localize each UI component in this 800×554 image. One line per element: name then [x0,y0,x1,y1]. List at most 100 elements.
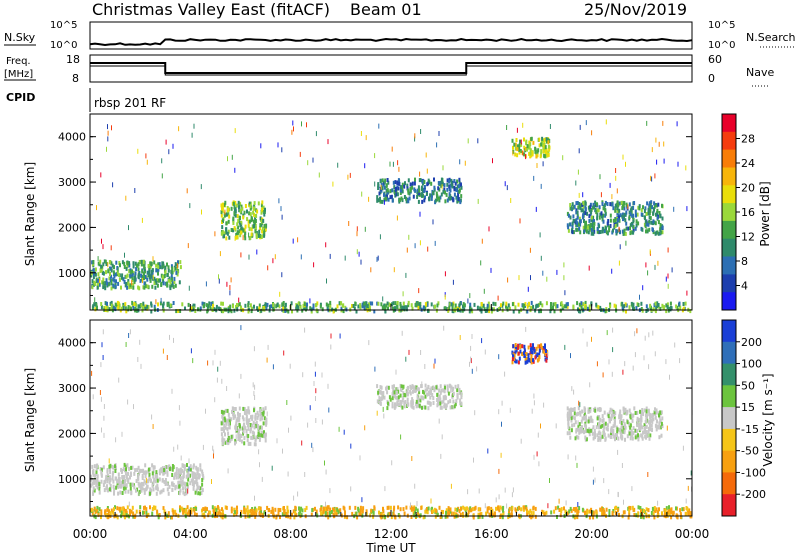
range-cell [131,280,133,286]
range-cell [456,507,459,512]
sparse-cells [94,119,688,305]
range-cell [534,506,537,511]
range-cell [252,420,255,425]
range-cell [259,433,262,437]
range-cell [520,139,522,145]
range-cell [601,423,604,428]
range-cell [245,420,248,425]
range-cell [96,505,99,510]
range-cell [616,433,618,438]
range-cell [685,165,687,171]
range-cell [292,238,294,244]
range-cell [518,356,521,361]
range-cell [606,423,609,428]
range-cell [645,512,648,517]
range-cell [623,201,626,206]
range-cell [260,222,263,227]
range-cell [253,219,255,224]
range-cell [155,268,158,273]
range-cell [483,288,485,294]
range-cell [613,434,616,439]
range-cell [248,232,250,238]
range-cell [549,309,552,314]
range-cell [244,231,247,236]
range-cell [589,382,591,388]
range-cell [599,424,602,429]
range-cell [246,438,249,443]
range-cell [571,202,574,207]
range-cell [148,270,151,275]
range-cell [332,512,335,517]
range-cell [449,183,452,188]
range-cell [511,357,514,362]
range-cell [417,400,419,405]
range-cell [96,278,99,283]
range-cell [92,275,95,280]
range-cell [579,206,582,210]
range-cell [655,507,658,512]
range-cell [578,216,581,221]
range-cell [205,281,207,287]
range-cell [143,490,146,495]
range-cell [168,464,171,469]
range-cell [633,512,636,517]
range-cell [526,511,529,516]
range-cell [387,512,390,517]
range-cell [589,204,592,209]
range-cell [100,479,103,484]
range-cell [339,508,342,513]
range-cell [319,304,322,309]
range-cell [625,303,628,308]
range-cell [150,273,153,278]
range-cell [248,254,250,260]
range-cell [397,389,400,394]
range-cell [581,208,584,213]
range-cell [177,444,179,450]
range-cell [231,154,233,160]
range-cell [140,262,143,267]
range-cell [610,432,612,437]
range-cell [648,211,651,215]
range-cell [162,506,165,511]
range-cell [670,515,673,520]
range-cell [574,420,577,425]
range-cell [518,147,521,152]
range-cell [376,410,378,416]
range-cell [453,192,456,197]
range-cell [586,211,589,216]
scatter-region [511,136,551,159]
range-cell [421,199,424,204]
colorbar-band [722,220,736,240]
range-cell [581,416,584,421]
range-cell [184,482,187,487]
range-cell [442,388,445,393]
range-cell [527,353,530,358]
range-cell [174,262,177,267]
range-cell [587,306,589,311]
range-cell [214,231,216,237]
range-cell [179,265,182,270]
range-cell [418,188,421,193]
range-cell [618,201,621,206]
range-cell [488,309,491,314]
range-cell [451,303,454,308]
range-cell [638,204,641,209]
range-cell [452,279,454,285]
range-cell [610,417,613,421]
range-cell [608,489,610,495]
range-cell [159,301,162,306]
range-cell [632,228,635,233]
range-cell [419,513,422,518]
range-cell [543,512,546,517]
range-cell [154,505,157,510]
range-cell [342,309,345,314]
range-cell [454,384,457,389]
range-cell [414,483,416,489]
range-cell [394,306,397,311]
range-cell [523,303,526,308]
range-cell [95,463,98,468]
range-cell [190,478,193,483]
range-cell [537,344,540,349]
range-cell [600,211,603,216]
range-cell [156,509,159,514]
